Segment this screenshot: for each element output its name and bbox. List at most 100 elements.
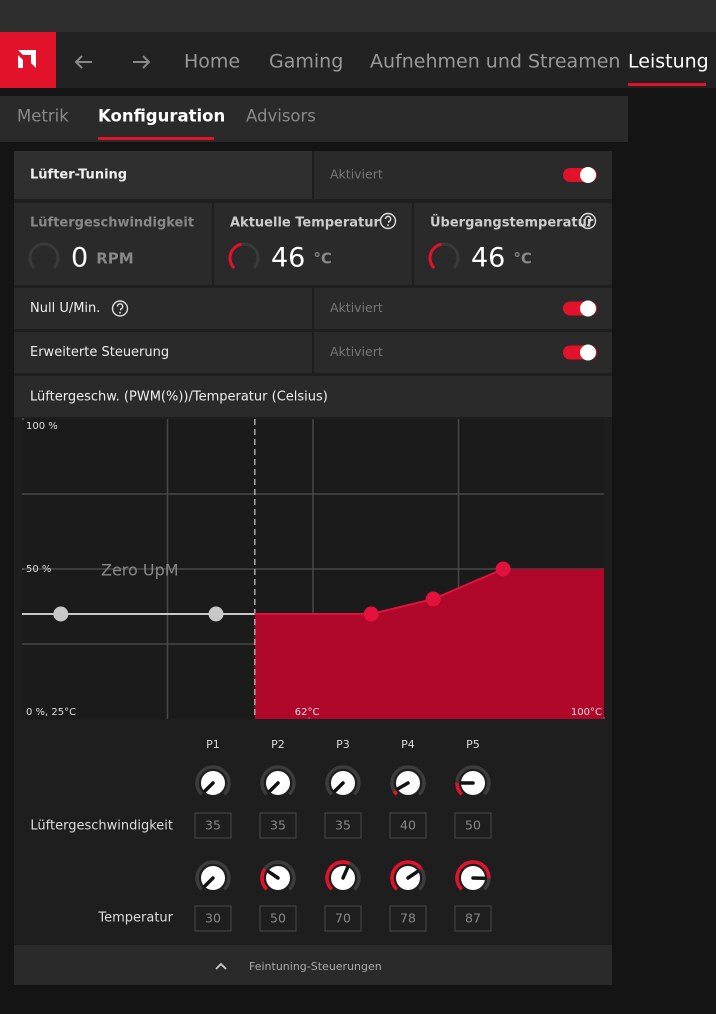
value-input[interactable] [454,812,492,839]
sub-tab-bar [0,96,628,142]
row-label: Lüftergeschwindigkeit [30,819,173,834]
knob-value-arc [390,860,423,891]
curve-point[interactable] [208,606,224,622]
knob-track[interactable] [260,765,296,796]
knob-value-arc [392,790,398,796]
nav-item[interactable]: Gaming [269,51,343,73]
help-glyph [584,215,592,223]
point-label: P5 [466,738,480,751]
chart-title-row [14,376,612,417]
value-input[interactable] [389,812,427,839]
help-glyph [116,303,124,311]
value-input-text: 87 [465,911,481,926]
row-label-cell [14,151,312,199]
help-icon[interactable] [379,212,397,230]
knob-track[interactable] [325,765,361,796]
row-label-cell [14,288,312,329]
knob-pointer [267,870,280,880]
point-label: P2 [271,738,285,751]
gauge-track [28,242,60,269]
value-input-text: 50 [465,818,481,833]
help-glyph [384,215,392,223]
gauge-value: 0 [71,243,88,274]
value-input[interactable] [194,812,232,839]
gauge-label: Übergangstemperatur [430,215,594,231]
gauge-value-arc [428,242,442,269]
value-input-text: 78 [400,911,416,926]
chevron-up [215,962,227,970]
nav-item[interactable]: Leistung [628,51,709,73]
logo-mark [18,50,36,68]
knob-value-arc [455,782,464,796]
knob-value-arc [260,867,269,891]
gauge-label: Aktuelle Temperatur [230,216,381,231]
value-input-text: 40 [400,818,416,833]
chart-title: Lüftergeschw. (PWM(%))/Temperatur (Celsi… [30,390,328,405]
x-tick-label: 100°C [571,707,602,718]
tab-underline [98,137,214,140]
curve-point[interactable] [363,606,379,622]
value-input[interactable] [259,905,297,932]
origin-label: 0 %, 25°C [26,707,76,718]
knob-track[interactable] [195,860,231,891]
nav-item[interactable]: Aufnehmen und Streamen [370,51,620,73]
toggle-knob [580,344,596,361]
value-input[interactable] [324,812,362,839]
back-button[interactable] [74,55,92,69]
forward-button[interactable] [133,55,151,69]
help-dot [387,224,389,227]
amd-logo[interactable] [0,32,56,88]
knob-pointer [406,870,419,880]
curve-point[interactable] [53,606,69,622]
x-tick-label: 62°C [295,707,320,718]
help-icon[interactable] [111,300,129,317]
title-bar [0,0,716,32]
value-input-text: 30 [205,911,221,926]
curve-line [254,568,504,615]
sub-tab[interactable]: Advisors [246,107,316,126]
curve-area [254,569,605,719]
gauge-value: 46 [271,243,305,274]
knob-value-arc [325,860,351,891]
value-input[interactable] [259,812,297,839]
y-tick-label: 100 % [26,421,58,432]
gauge-value-arc [228,242,242,269]
value-input-text: 35 [270,818,286,833]
value-input[interactable] [324,905,362,932]
knob-track[interactable] [195,765,231,796]
knob-pointer [203,876,215,888]
nav-underline [628,83,706,86]
gauge-unit: °C [513,250,532,268]
gauge-unit: RPM [96,250,133,268]
value-input[interactable] [454,905,492,932]
value-input-text: 35 [335,818,351,833]
sub-tab[interactable]: Konfiguration [98,107,225,126]
row-status: Aktiviert [330,300,383,315]
knob-pointer [268,781,280,793]
knob-pointer [333,781,345,793]
gauge-unit: °C [313,250,332,268]
curve-point[interactable] [495,561,511,577]
row-label: Null U/Min. [30,301,100,316]
value-input[interactable] [389,905,427,932]
value-input-text: 50 [270,911,286,926]
row-status-cell [314,332,612,373]
gauge-label: Lüftergeschwindigkeit [30,216,194,231]
point-label: P1 [206,738,220,751]
footer-bar[interactable] [14,945,612,985]
knob-track[interactable] [390,765,426,796]
knob-pointer [203,781,215,793]
row-label: Lüfter-Tuning [30,168,127,183]
gauge-value: 46 [471,243,505,274]
help-dot [587,224,589,227]
point-label: P3 [336,738,350,751]
footer-label: Feintuning-Steuerungen [249,960,382,973]
value-input[interactable] [194,905,232,932]
toggle-knob [580,167,596,183]
sub-tab[interactable]: Metrik [17,107,69,126]
help-icon[interactable] [579,212,597,230]
curve-point[interactable] [425,591,441,607]
nav-item[interactable]: Home [184,51,240,73]
value-input-text: 70 [335,911,351,926]
